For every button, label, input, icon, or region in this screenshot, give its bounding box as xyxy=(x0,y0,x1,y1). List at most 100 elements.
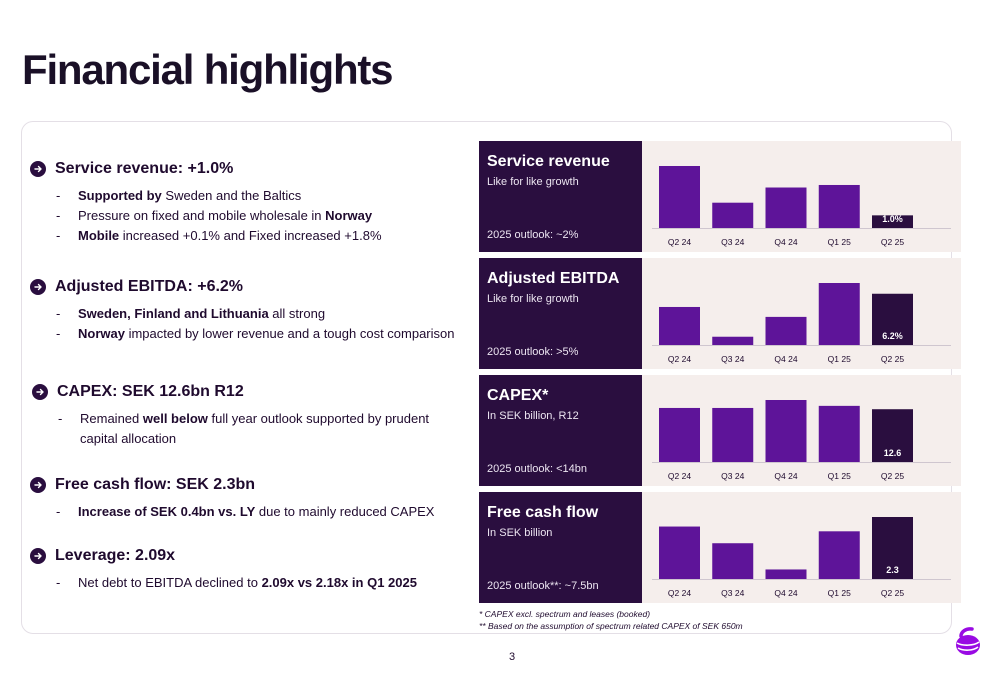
highlight-title: Free cash flow: SEK 2.3bn xyxy=(55,476,256,493)
bar-q4-24 xyxy=(765,187,807,228)
highlight-leverage: Leverage: 2.09x Net debt to EBITDA decli… xyxy=(30,547,417,593)
x-tick-label: Q3 24 xyxy=(721,588,744,598)
panel-subtitle: In SEK billion, R12 xyxy=(487,410,579,422)
bullet-item: Sweden, Finland and Lithuania all strong xyxy=(30,304,455,324)
bar-q2-24 xyxy=(659,407,700,462)
bullet-item: Supported by Sweden and the Baltics xyxy=(30,186,382,206)
highlight-free-cash-flow: Free cash flow: SEK 2.3bn Increase of SE… xyxy=(30,476,434,522)
panel-free-cash-flow: Free cash flow In SEK billion 2025 outlo… xyxy=(479,492,961,603)
bar-q1-25 xyxy=(818,531,860,579)
page-title: Financial highlights xyxy=(22,46,394,93)
highlight-title: CAPEX: SEK 12.6bn R12 xyxy=(57,383,244,400)
free-cash-flow-chart: Q2 24 Q3 24 Q4 24 Q1 25 2.3 Q2 25 xyxy=(642,492,961,603)
bullet-item: Mobile increased +0.1% and Fixed increas… xyxy=(30,226,382,246)
panel-adjusted-ebitda: Adjusted EBITDA Like for like growth 202… xyxy=(479,258,961,369)
bar-q4-24 xyxy=(765,569,807,579)
panel-title: CAPEX* xyxy=(487,387,549,404)
free-cash-flow-bar-chart: Q2 24 Q3 24 Q4 24 Q1 25 2.3 Q2 25 xyxy=(652,517,951,598)
bar-data-label: 12.6 xyxy=(884,448,902,458)
panel-title: Free cash flow xyxy=(487,504,599,521)
x-tick-label: Q1 25 xyxy=(828,354,851,364)
bullet-item: Increase of SEK 0.4bn vs. LY due to main… xyxy=(30,502,434,522)
panel-outlook: 2025 outlook: <14bn xyxy=(487,463,588,475)
panel-title: Adjusted EBITDA xyxy=(487,270,620,287)
bar-q3-24 xyxy=(712,336,754,345)
capex-chart: Q2 24 Q3 24 Q4 24 Q1 25 12.6 Q2 25 xyxy=(642,375,961,486)
highlight-service-revenue: Service revenue: +1.0% Supported by Swed… xyxy=(30,160,382,246)
panel-title: Service revenue xyxy=(487,153,610,170)
adjusted-ebitda-chart: Q2 24 Q3 24 Q4 24 Q1 25 6.2% Q2 25 xyxy=(642,258,961,369)
x-tick-label: Q2 24 xyxy=(668,588,691,598)
panel-label-block: Adjusted EBITDA Like for like growth 202… xyxy=(479,258,642,369)
x-tick-label: Q2 24 xyxy=(668,354,691,364)
highlight-adjusted-ebitda: Adjusted EBITDA: +6.2% Sweden, Finland a… xyxy=(30,278,455,344)
bar-q3-24 xyxy=(712,543,754,579)
x-tick-label: Q2 24 xyxy=(668,237,691,247)
x-tick-label: Q2 25 xyxy=(881,471,904,481)
bar-q2-24 xyxy=(659,306,700,345)
panel-outlook: 2025 outlook: ~2% xyxy=(487,229,579,241)
arrow-right-icon xyxy=(30,548,46,564)
bar-q1-25 xyxy=(818,184,860,228)
footnote-spectrum: ** Based on the assumption of spectrum r… xyxy=(479,621,743,631)
service-revenue-chart: Q2 24 Q3 24 Q4 24 Q1 25 1.0% Q2 25 xyxy=(642,141,961,252)
service-revenue-bar-chart: Q2 24 Q3 24 Q4 24 Q1 25 1.0% Q2 25 xyxy=(652,166,951,247)
arrow-right-icon xyxy=(30,477,46,493)
bar-q4-24 xyxy=(765,400,807,462)
panel-service-revenue: Service revenue Like for like growth 202… xyxy=(479,141,961,252)
bar-data-label: 2.3 xyxy=(886,565,899,575)
x-tick-label: Q1 25 xyxy=(828,237,851,247)
x-tick-label: Q4 24 xyxy=(774,588,797,598)
x-tick-label: Q2 25 xyxy=(881,237,904,247)
highlight-title: Adjusted EBITDA: +6.2% xyxy=(55,278,244,295)
panel-label-block: CAPEX* In SEK billion, R12 2025 outlook:… xyxy=(479,375,642,486)
arrow-right-icon xyxy=(30,279,46,295)
bar-q3-24 xyxy=(712,407,754,462)
panel-subtitle: Like for like growth xyxy=(487,293,579,305)
bar-data-label: 1.0% xyxy=(882,214,903,224)
bullet-item: Norway impacted by lower revenue and a t… xyxy=(30,324,455,344)
highlight-title: Leverage: 2.09x xyxy=(55,547,176,564)
bar-q2-25 xyxy=(872,215,913,228)
page-number: 3 xyxy=(509,651,516,663)
x-tick-label: Q1 25 xyxy=(828,588,851,598)
x-tick-label: Q2 25 xyxy=(881,588,904,598)
bar-q4-24 xyxy=(765,316,807,345)
bar-q2-24 xyxy=(659,526,700,579)
bar-data-label: 6.2% xyxy=(882,331,903,341)
x-tick-label: Q3 24 xyxy=(721,471,744,481)
panel-capex: CAPEX* In SEK billion, R12 2025 outlook:… xyxy=(479,375,961,486)
x-tick-label: Q2 25 xyxy=(881,354,904,364)
x-tick-label: Q3 24 xyxy=(721,237,744,247)
bullet-item: Pressure on fixed and mobile wholesale i… xyxy=(30,206,382,226)
bar-q3-24 xyxy=(712,202,754,228)
x-tick-label: Q4 24 xyxy=(774,471,797,481)
adjusted-ebitda-bar-chart: Q2 24 Q3 24 Q4 24 Q1 25 6.2% Q2 25 xyxy=(652,283,951,364)
capex-bar-chart: Q2 24 Q3 24 Q4 24 Q1 25 12.6 Q2 25 xyxy=(652,400,951,481)
arrow-right-icon xyxy=(30,161,46,177)
panel-label-block: Service revenue Like for like growth 202… xyxy=(479,141,642,252)
x-tick-label: Q4 24 xyxy=(774,237,797,247)
bar-q2-24 xyxy=(659,166,700,228)
x-tick-label: Q3 24 xyxy=(721,354,744,364)
bar-q1-25 xyxy=(818,405,860,462)
bar-q2-25 xyxy=(872,409,913,462)
x-tick-label: Q1 25 xyxy=(828,471,851,481)
bar-q2-25 xyxy=(872,293,913,345)
brand-logo-icon xyxy=(956,627,980,655)
bar-q2-25 xyxy=(872,517,913,579)
bar-q1-25 xyxy=(818,283,860,345)
footnote-capex: * CAPEX excl. spectrum and leases (booke… xyxy=(479,609,651,619)
x-tick-label: Q2 24 xyxy=(668,471,691,481)
panel-outlook: 2025 outlook: >5% xyxy=(487,346,579,358)
bullet-item: Remained well below full year outlook su… xyxy=(32,409,442,449)
panel-subtitle: In SEK billion xyxy=(487,527,553,539)
x-tick-label: Q4 24 xyxy=(774,354,797,364)
panel-outlook: 2025 outlook**: ~7.5bn xyxy=(487,580,599,592)
panel-label-block: Free cash flow In SEK billion 2025 outlo… xyxy=(479,492,642,603)
bullet-item: Net debt to EBITDA declined to 2.09x vs … xyxy=(30,573,417,593)
panel-subtitle: Like for like growth xyxy=(487,176,579,188)
arrow-right-icon xyxy=(32,384,48,400)
highlight-capex: CAPEX: SEK 12.6bn R12 Remained well belo… xyxy=(32,383,442,449)
highlight-title: Service revenue: +1.0% xyxy=(55,160,234,177)
